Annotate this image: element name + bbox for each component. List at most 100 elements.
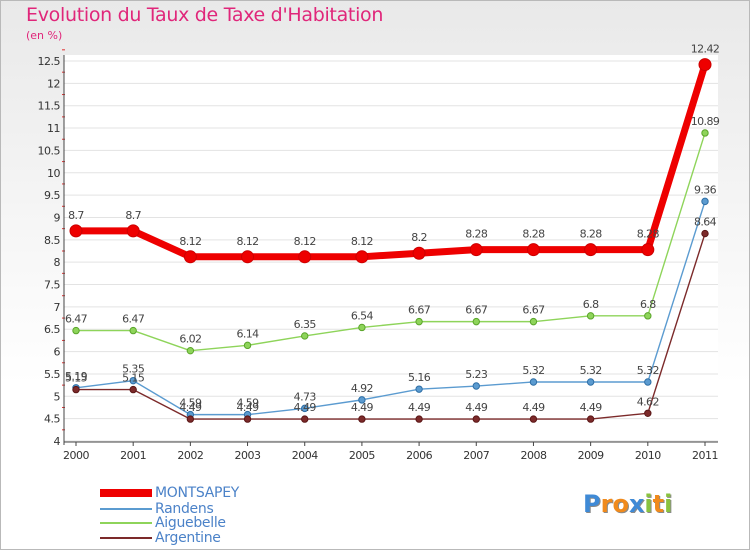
data-point-argentine [129, 385, 137, 394]
data-point-montsapey [126, 224, 140, 238]
data-point-argentine [472, 415, 480, 423]
proxiti-logo: Proxiti [583, 490, 673, 518]
data-label-argentine: 8.64 [694, 216, 717, 229]
y-tick-label: 5.5 [44, 368, 60, 381]
data-label-argentine: 4.49 [522, 401, 545, 414]
data-label-montsapey: 8.12 [294, 235, 316, 248]
data-point-montsapey [584, 243, 598, 257]
data-point-aiguebelle [529, 317, 538, 326]
data-point-randens [586, 378, 595, 386]
legend-swatch [100, 537, 152, 539]
data-point-montsapey [241, 250, 255, 264]
data-point-aiguebelle [243, 341, 252, 350]
y-tick-label: 6.5 [44, 323, 60, 336]
data-label-aiguebelle: 6.67 [408, 304, 431, 317]
data-label-randens: 5.16 [408, 371, 431, 384]
data-point-randens [644, 378, 652, 386]
y-tick-label: 8 [54, 256, 61, 269]
data-point-aiguebelle [472, 317, 480, 326]
data-label-montsapey: 8.28 [580, 228, 603, 241]
data-label-aiguebelle: 6.8 [640, 298, 656, 311]
data-label-argentine: 4.49 [236, 401, 259, 414]
data-label-montsapey: 8.7 [125, 209, 141, 222]
data-label-randens: 5.23 [465, 368, 488, 381]
y-tick-label: 12 [47, 77, 60, 90]
data-point-randens [415, 385, 423, 393]
data-point-argentine [586, 415, 595, 423]
x-tick-label: 2005 [349, 449, 375, 462]
data-point-aiguebelle [186, 346, 195, 355]
y-tick-label: 4.5 [44, 413, 60, 426]
series-line-argentine [76, 233, 706, 420]
data-point-randens [472, 382, 480, 390]
legend-label: Aiguebelle [155, 515, 226, 531]
y-axis-unit-label: (en %) [26, 29, 63, 42]
y-tick-label: 11.5 [38, 100, 61, 113]
data-point-montsapey [298, 250, 312, 264]
data-point-randens [529, 378, 538, 386]
data-label-randens: 4.73 [294, 390, 317, 403]
data-label-aiguebelle: 6.02 [179, 333, 201, 346]
x-tick-label: 2006 [406, 449, 432, 462]
data-point-randens [129, 376, 137, 385]
data-label-randens: 4.59 [179, 397, 202, 410]
data-label-randens: 5.32 [637, 364, 659, 377]
data-point-randens [701, 197, 709, 206]
data-label-aiguebelle: 6.47 [65, 313, 88, 326]
data-label-montsapey: 8.12 [179, 235, 201, 248]
data-label-randens: 9.36 [694, 183, 717, 196]
data-label-randens: 4.92 [351, 382, 373, 395]
data-label-argentine: 4.62 [637, 395, 659, 408]
data-point-argentine [701, 229, 709, 238]
y-tick-label: 12.5 [38, 55, 61, 68]
data-point-montsapey [526, 243, 540, 257]
series-line-randens [75, 201, 706, 416]
data-label-argentine: 4.49 [465, 401, 488, 414]
legend-label: MONTSAPEY [155, 485, 239, 501]
data-point-argentine [301, 415, 309, 423]
data-label-aiguebelle: 6.14 [236, 327, 259, 340]
x-tick-label: 2003 [235, 449, 261, 462]
data-label-randens: 5.32 [580, 364, 602, 377]
data-point-montsapey [469, 243, 483, 257]
data-label-montsapey: 8.7 [68, 209, 84, 222]
data-point-argentine [243, 415, 252, 423]
legend-swatch [100, 522, 152, 524]
x-tick-label: 2001 [120, 449, 146, 462]
data-point-argentine [415, 415, 423, 423]
y-tick-label: 10.5 [38, 144, 61, 157]
series-line-aiguebelle [76, 132, 706, 352]
x-tick-label: 2010 [635, 449, 661, 462]
data-label-argentine: 5.15 [122, 372, 145, 385]
data-point-montsapey [355, 250, 369, 264]
data-point-aiguebelle [358, 323, 366, 332]
data-point-argentine [644, 409, 652, 417]
data-point-montsapey [183, 250, 197, 264]
data-label-argentine: 5.15 [65, 372, 88, 385]
data-label-montsapey: 8.28 [465, 228, 488, 241]
legend-label: Argentine [155, 530, 221, 546]
data-label-montsapey: 8.28 [637, 228, 660, 241]
y-tick-label: 8.5 [44, 234, 60, 247]
data-label-aiguebelle: 6.67 [465, 304, 488, 317]
data-label-aiguebelle: 6.35 [294, 318, 317, 331]
data-label-aiguebelle: 6.67 [522, 304, 545, 317]
x-tick-label: 2011 [692, 449, 718, 462]
data-label-aiguebelle: 10.89 [691, 115, 720, 128]
data-label-argentine: 4.49 [179, 401, 202, 414]
data-label-montsapey: 8.12 [236, 235, 258, 248]
x-tick-label: 2007 [463, 449, 489, 462]
data-label-randens: 5.19 [65, 370, 88, 383]
series-line-montsapey [76, 63, 709, 261]
data-label-montsapey: 8.12 [351, 235, 373, 248]
data-label-argentine: 4.49 [294, 401, 317, 414]
data-label-randens: 5.32 [522, 364, 544, 377]
data-label-argentine: 4.49 [580, 401, 603, 414]
y-tick-label: 11 [47, 122, 60, 135]
y-tick-label: 7 [54, 301, 61, 314]
data-point-aiguebelle [586, 312, 595, 320]
data-point-argentine [358, 415, 366, 423]
y-tick-label: 9.5 [44, 189, 60, 202]
data-label-montsapey: 12.42 [691, 43, 720, 56]
data-label-argentine: 4.49 [351, 401, 374, 414]
